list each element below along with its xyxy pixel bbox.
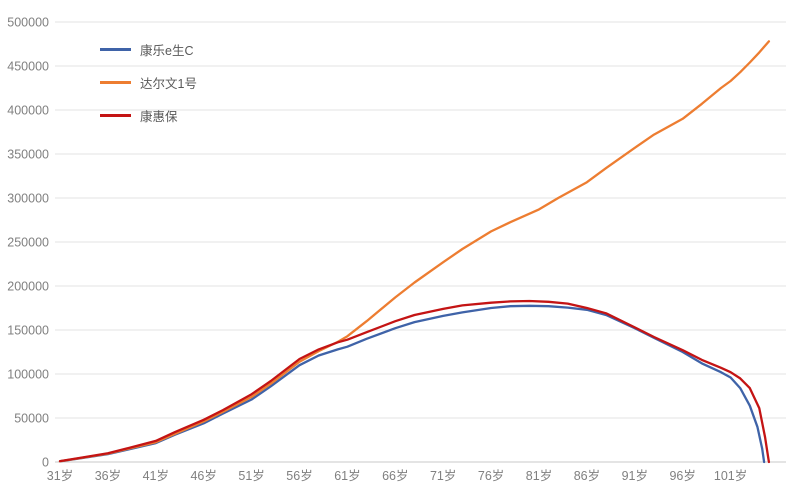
y-axis-label: 0 — [42, 456, 49, 470]
y-axis-label: 450000 — [7, 60, 49, 74]
legend-item-kanghuibao[interactable]: 康惠保 — [100, 99, 197, 132]
x-axis-label: 76岁 — [478, 468, 504, 483]
y-axis-label: 350000 — [7, 148, 49, 162]
x-axis-label: 46岁 — [190, 468, 216, 483]
legend-label: 康惠保 — [140, 110, 178, 124]
series-line-2 — [58, 299, 771, 464]
y-axis-label: 150000 — [7, 324, 49, 338]
x-axis-label: 86岁 — [574, 468, 600, 483]
legend-label: 达尔文1号 — [140, 77, 197, 91]
x-axis-label: 81岁 — [526, 468, 552, 483]
x-axis-label: 96岁 — [669, 468, 695, 483]
legend-label: 康乐e生C — [140, 44, 194, 58]
y-axis-label: 500000 — [7, 16, 49, 30]
chart-legend: 康乐e生C 达尔文1号 康惠保 — [100, 33, 197, 132]
x-axis-label: 91岁 — [622, 468, 648, 483]
y-axis-label: 200000 — [7, 280, 49, 294]
y-axis-label: 400000 — [7, 104, 49, 118]
legend-item-darwin-1[interactable]: 达尔文1号 — [100, 66, 197, 99]
series-line-0 — [58, 304, 766, 464]
x-axis-label: 36岁 — [95, 468, 121, 483]
legend-line-swatch-blue — [100, 48, 131, 51]
x-axis-label: 66岁 — [382, 468, 408, 483]
x-axis-label: 31岁 — [47, 468, 73, 483]
x-axis-label: 51岁 — [238, 468, 264, 483]
legend-line-swatch-orange — [100, 81, 131, 84]
legend-line-swatch-red — [100, 114, 131, 117]
series-line-1 — [58, 40, 771, 463]
legend-item-kangle-esheng-c[interactable]: 康乐e生C — [100, 33, 197, 66]
x-axis-label: 61岁 — [334, 468, 360, 483]
y-axis-label: 300000 — [7, 192, 49, 206]
y-axis-label: 50000 — [14, 412, 49, 426]
x-axis-label: 41岁 — [143, 468, 169, 483]
x-axis-label: 71岁 — [430, 468, 456, 483]
y-axis-label: 250000 — [7, 236, 49, 250]
x-axis-label: 101岁 — [714, 468, 747, 483]
y-axis-label: 100000 — [7, 368, 49, 382]
x-axis-label: 56岁 — [286, 468, 312, 483]
